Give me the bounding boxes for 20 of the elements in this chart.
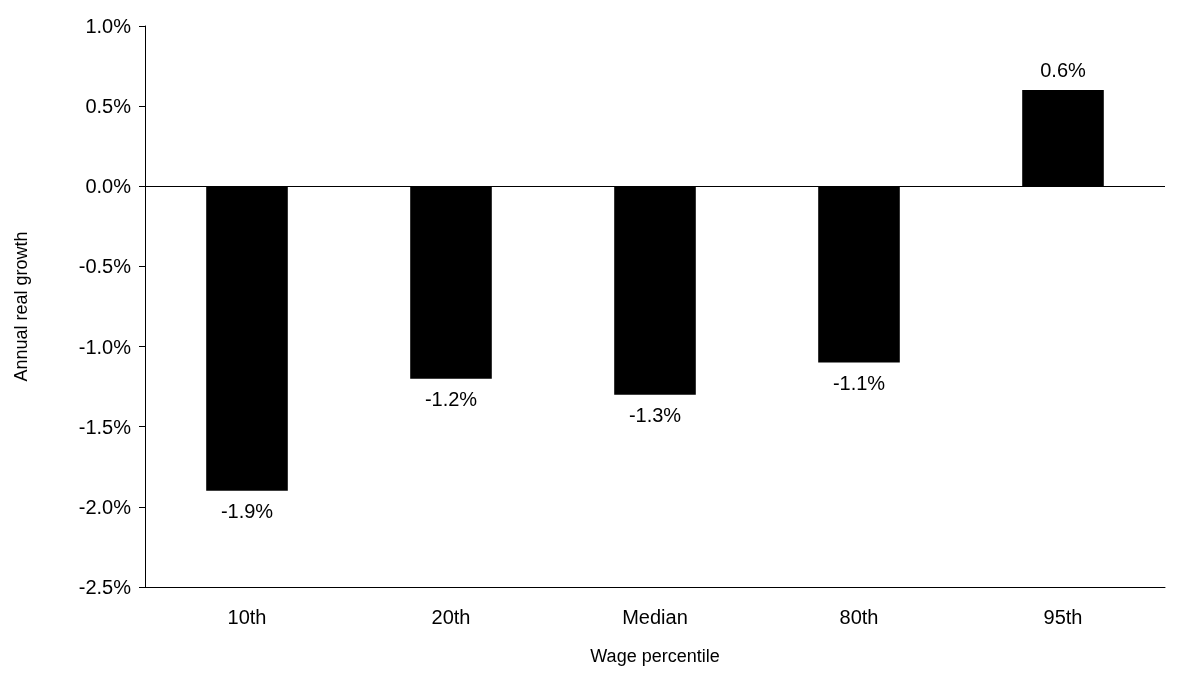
- data-label: -1.2%: [424, 387, 478, 410]
- y-tick-label: 1.0%: [85, 15, 132, 37]
- y-tick-label: 0.0%: [85, 175, 132, 198]
- x-axis-title: Wage percentile: [590, 646, 720, 666]
- x-tick-label: 95th: [1043, 606, 1083, 628]
- y-tick-label: -1.0%: [78, 335, 132, 358]
- data-label: -1.1%: [832, 371, 886, 394]
- y-axis-title: Annual real growth: [11, 231, 31, 382]
- x-tick-label: 80th: [839, 606, 879, 628]
- x-tick-label: 20th: [431, 606, 471, 628]
- y-tick-label: 0.5%: [85, 95, 132, 118]
- y-tick-label: -0.5%: [78, 255, 132, 278]
- data-label: -1.3%: [628, 403, 682, 426]
- data-label: 0.6%: [1040, 59, 1087, 82]
- y-tick-label: -1.5%: [78, 415, 132, 438]
- y-tick-label: -2.0%: [78, 495, 132, 518]
- x-tick-label: Median: [622, 606, 688, 628]
- data-label: -1.9%: [220, 499, 274, 522]
- y-tick-label: -2.5%: [78, 576, 132, 598]
- x-tick-label: 10th: [227, 606, 267, 628]
